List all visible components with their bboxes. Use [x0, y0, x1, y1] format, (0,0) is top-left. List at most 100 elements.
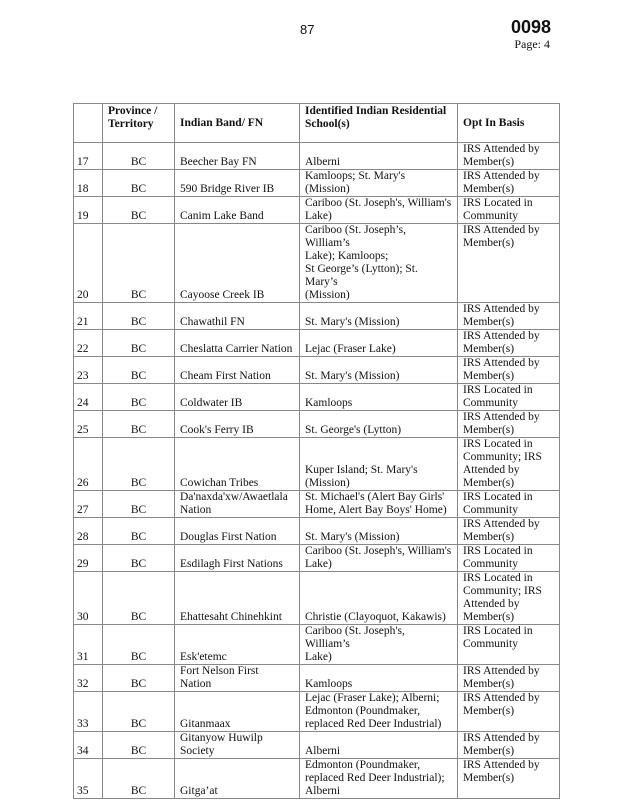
column-header-number — [73, 103, 103, 143]
cell-prov: BC — [102, 142, 175, 170]
cell-school: St. Mary's (Mission) — [299, 517, 458, 545]
cell-school: Christie (Clayoquot, Kakawis) — [299, 571, 458, 625]
cell-num: 23 — [73, 356, 103, 384]
cell-prov: BC — [102, 196, 175, 224]
table-row: 23 BC Cheam First Nation St. Mary's (Missio… — [73, 356, 560, 384]
cell-num: 25 — [73, 410, 103, 438]
cell-prov: BC — [102, 731, 175, 759]
cell-basis: IRS Located in Community — [457, 544, 560, 572]
cell-band: Cayoose Creek IB — [174, 223, 300, 303]
cell-num: 21 — [73, 302, 103, 330]
table-row: 31 BC Esk'etemc Cariboo (St. Joseph's, Will… — [73, 624, 560, 665]
cell-prov: BC — [102, 664, 175, 692]
cell-num: 27 — [73, 490, 103, 518]
cell-school: Edmonton (Poundmaker, replaced Red Deer … — [299, 758, 458, 799]
cell-basis: IRS Attended by Member(s) — [457, 758, 560, 799]
cell-band: Esk'etemc — [174, 624, 300, 665]
cell-school: Cariboo (St. Joseph's, William's Lake) — [299, 544, 458, 572]
table-row: 33 BC Gitanmaax Lejac (Fraser Lake); Albern… — [73, 691, 560, 732]
cell-school: Cariboo (St. Joseph's, William's Lake) — [299, 196, 458, 224]
cell-band: Cook's Ferry IB — [174, 410, 300, 438]
table-row: 35 BC Gitga’at Edmonton (Poundmaker, replac… — [73, 758, 560, 799]
table-row: 27 BC Da'naxda'xw/Awaetlala Nation St. Mich… — [73, 490, 560, 518]
cell-band: Cowichan Tribes — [174, 437, 300, 491]
cell-basis: IRS Attended by Member(s) — [457, 356, 560, 384]
cell-basis: IRS Located in Community — [457, 383, 560, 411]
cell-band: Cheslatta Carrier Nation — [174, 329, 300, 357]
cell-prov: BC — [102, 169, 175, 197]
cell-basis: IRS Attended by Member(s) — [457, 142, 560, 170]
cell-num: 20 — [73, 223, 103, 303]
cell-basis: IRS Attended by Member(s) — [457, 410, 560, 438]
table-row: 32 BC Fort Nelson First Nation Kamloops IRS … — [73, 664, 560, 692]
cell-prov: BC — [102, 624, 175, 665]
cell-school: Lejac (Fraser Lake); Alberni; Edmonton (… — [299, 691, 458, 732]
cell-school: Alberni — [299, 731, 458, 759]
cell-basis: IRS Located in Community — [457, 624, 560, 665]
cell-school: Lejac (Fraser Lake) — [299, 329, 458, 357]
cell-num: 29 — [73, 544, 103, 572]
cell-school: St. Michael's (Alert Bay Girls' Home, Al… — [299, 490, 458, 518]
cell-school: Kamloops; St. Mary's (Mission) — [299, 169, 458, 197]
cell-band: Gitga’at — [174, 758, 300, 799]
cell-band: 590 Bridge River IB — [174, 169, 300, 197]
table-row: 29 BC Esdilagh First Nations Cariboo (St. J… — [73, 544, 560, 572]
cell-school: St. Mary's (Mission) — [299, 302, 458, 330]
cell-prov: BC — [102, 490, 175, 518]
residential-schools-table: Province / Territory Indian Band/ FN Ide… — [73, 103, 560, 799]
table-header-row: Province / Territory Indian Band/ FN Ide… — [73, 103, 560, 143]
cell-prov: BC — [102, 571, 175, 625]
cell-prov: BC — [102, 437, 175, 491]
cell-basis: IRS Attended by Member(s) — [457, 302, 560, 330]
cell-num: 18 — [73, 169, 103, 197]
cell-school: Kuper Island; St. Mary's (Mission) — [299, 437, 458, 491]
table-row: 21 BC Chawathil FN St. Mary's (Mission) IRS … — [73, 302, 560, 330]
cell-basis: IRS Located in Community; IRS Attended b… — [457, 437, 560, 491]
cell-num: 35 — [73, 758, 103, 799]
cell-school: Cariboo (St. Joseph's, William’s Lake) — [299, 624, 458, 665]
cell-num: 34 — [73, 731, 103, 759]
cell-band: Chawathil FN — [174, 302, 300, 330]
cell-basis: IRS Located in Community — [457, 196, 560, 224]
table-row: 30 BC Ehattesaht Chinehkint Christie (Clayo… — [73, 571, 560, 625]
cell-num: 17 — [73, 142, 103, 170]
column-header-province: Province / Territory — [102, 103, 175, 143]
cell-band: Cheam First Nation — [174, 356, 300, 384]
cell-band: Canim Lake Band — [174, 196, 300, 224]
cell-basis: IRS Attended by Member(s) — [457, 691, 560, 732]
table-row: 28 BC Douglas First Nation St. Mary's (Miss… — [73, 517, 560, 545]
table-row: 22 BC Cheslatta Carrier Nation Lejac (Frase… — [73, 329, 560, 357]
page-number: 87 — [300, 22, 315, 37]
table-row: 24 BC Coldwater IB Kamloops IRS Located in C… — [73, 383, 560, 411]
page-label: Page: 4 — [514, 37, 550, 51]
column-header-opt-in: Opt In Basis — [457, 103, 560, 143]
cell-school: Kamloops — [299, 664, 458, 692]
table-row: 17 BC Beecher Bay FN Alberni IRS Attended by… — [73, 142, 560, 170]
table-row: 25 BC Cook's Ferry IB St. George's (Lytton)… — [73, 410, 560, 438]
cell-basis: IRS Attended by Member(s) — [457, 329, 560, 357]
table-row: 18 BC 590 Bridge River IB Kamloops; St. Mar… — [73, 169, 560, 197]
column-header-band: Indian Band/ FN — [174, 103, 300, 143]
cell-num: 32 — [73, 664, 103, 692]
cell-basis: IRS Attended by Member(s) — [457, 517, 560, 545]
cell-band: Esdilagh First Nations — [174, 544, 300, 572]
cell-prov: BC — [102, 329, 175, 357]
column-header-school: Identified Indian Residential School(s) — [299, 103, 458, 143]
cell-prov: BC — [102, 383, 175, 411]
cell-basis: IRS Attended by Member(s) — [457, 223, 560, 303]
cell-band: Ehattesaht Chinehkint — [174, 571, 300, 625]
cell-school: Kamloops — [299, 383, 458, 411]
cell-prov: BC — [102, 223, 175, 303]
document-id: 0098 — [510, 17, 551, 37]
table-row: 34 BC Gitanyow Huwilp Society Alberni IRS At… — [73, 731, 560, 759]
cell-basis: IRS Attended by Member(s) — [457, 731, 560, 759]
cell-prov: BC — [102, 356, 175, 384]
cell-band: Coldwater IB — [174, 383, 300, 411]
table-row: 26 BC Cowichan Tribes Kuper Island; St. Mar… — [73, 437, 560, 491]
table-row: 20 BC Cayoose Creek IB Cariboo (St. Joseph’… — [73, 223, 560, 303]
cell-prov: BC — [102, 302, 175, 330]
cell-band: Fort Nelson First Nation — [174, 664, 300, 692]
cell-num: 26 — [73, 437, 103, 491]
cell-num: 22 — [73, 329, 103, 357]
cell-school: Alberni — [299, 142, 458, 170]
